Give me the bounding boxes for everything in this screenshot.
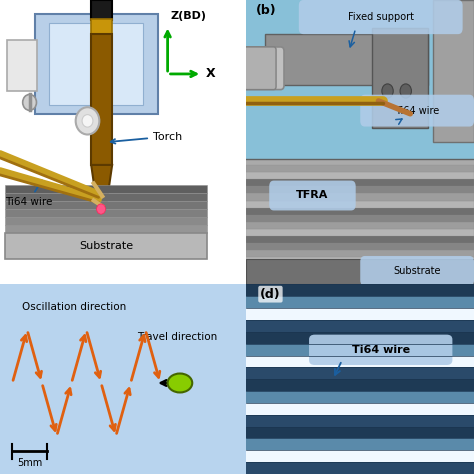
FancyBboxPatch shape (246, 208, 474, 215)
FancyBboxPatch shape (0, 284, 246, 474)
Text: X: X (206, 67, 216, 81)
Polygon shape (91, 165, 112, 191)
FancyBboxPatch shape (246, 415, 474, 427)
Circle shape (23, 94, 36, 110)
FancyBboxPatch shape (246, 367, 474, 379)
Circle shape (82, 115, 93, 127)
FancyBboxPatch shape (246, 236, 474, 243)
Text: Torch: Torch (111, 131, 182, 144)
FancyBboxPatch shape (49, 23, 143, 105)
Polygon shape (95, 191, 109, 210)
FancyBboxPatch shape (91, 0, 112, 20)
FancyBboxPatch shape (246, 201, 474, 208)
FancyBboxPatch shape (246, 259, 474, 284)
Text: TFRA: TFRA (296, 191, 328, 201)
FancyBboxPatch shape (246, 284, 474, 296)
FancyBboxPatch shape (246, 450, 474, 462)
Text: Oscillation direction: Oscillation direction (22, 302, 126, 312)
FancyBboxPatch shape (246, 193, 474, 201)
FancyBboxPatch shape (360, 95, 474, 127)
FancyBboxPatch shape (246, 391, 474, 403)
Text: (b): (b) (255, 4, 276, 17)
FancyBboxPatch shape (246, 296, 474, 308)
Circle shape (168, 374, 192, 392)
FancyBboxPatch shape (5, 210, 207, 217)
FancyBboxPatch shape (372, 28, 428, 128)
Text: Z(BD): Z(BD) (170, 11, 206, 21)
Text: Substrate: Substrate (79, 241, 133, 251)
Text: 5mm: 5mm (17, 458, 42, 468)
FancyBboxPatch shape (246, 356, 474, 367)
FancyBboxPatch shape (35, 14, 158, 114)
FancyBboxPatch shape (246, 427, 474, 438)
FancyBboxPatch shape (299, 0, 463, 34)
FancyBboxPatch shape (246, 172, 474, 179)
Text: (d): (d) (260, 288, 281, 301)
Text: Ti64 wire: Ti64 wire (352, 345, 410, 355)
Circle shape (400, 84, 411, 98)
FancyBboxPatch shape (5, 201, 207, 210)
FancyBboxPatch shape (246, 344, 474, 356)
FancyBboxPatch shape (246, 0, 474, 284)
FancyBboxPatch shape (8, 40, 37, 91)
FancyBboxPatch shape (360, 256, 474, 286)
FancyBboxPatch shape (246, 179, 474, 186)
FancyBboxPatch shape (5, 233, 207, 259)
Text: Substrate: Substrate (393, 266, 441, 276)
FancyBboxPatch shape (246, 332, 474, 344)
FancyBboxPatch shape (246, 462, 474, 474)
FancyBboxPatch shape (264, 34, 428, 85)
FancyBboxPatch shape (246, 257, 474, 264)
FancyBboxPatch shape (246, 308, 474, 320)
FancyBboxPatch shape (5, 225, 207, 233)
FancyBboxPatch shape (91, 19, 112, 34)
FancyBboxPatch shape (246, 250, 474, 257)
FancyBboxPatch shape (246, 229, 474, 236)
FancyBboxPatch shape (246, 243, 474, 250)
Text: Ti64 wire: Ti64 wire (5, 181, 52, 207)
FancyBboxPatch shape (91, 34, 112, 165)
FancyBboxPatch shape (309, 335, 452, 365)
FancyBboxPatch shape (246, 165, 474, 172)
Text: Ti64 wire: Ti64 wire (395, 106, 439, 116)
FancyBboxPatch shape (5, 217, 207, 225)
FancyBboxPatch shape (5, 185, 207, 193)
Circle shape (76, 107, 100, 135)
FancyBboxPatch shape (246, 284, 474, 474)
FancyBboxPatch shape (246, 215, 474, 222)
FancyBboxPatch shape (246, 222, 474, 229)
Circle shape (382, 84, 393, 98)
Circle shape (97, 204, 106, 214)
FancyBboxPatch shape (244, 47, 276, 90)
FancyBboxPatch shape (246, 0, 474, 165)
FancyBboxPatch shape (246, 186, 474, 193)
FancyBboxPatch shape (243, 47, 284, 90)
FancyBboxPatch shape (433, 0, 474, 142)
FancyBboxPatch shape (246, 438, 474, 450)
FancyBboxPatch shape (246, 403, 474, 415)
FancyBboxPatch shape (246, 159, 474, 264)
FancyBboxPatch shape (246, 320, 474, 332)
FancyBboxPatch shape (269, 181, 356, 210)
Text: Travel direction: Travel direction (137, 332, 218, 343)
FancyBboxPatch shape (246, 379, 474, 391)
FancyBboxPatch shape (5, 193, 207, 201)
Text: Fixed support: Fixed support (348, 12, 414, 22)
